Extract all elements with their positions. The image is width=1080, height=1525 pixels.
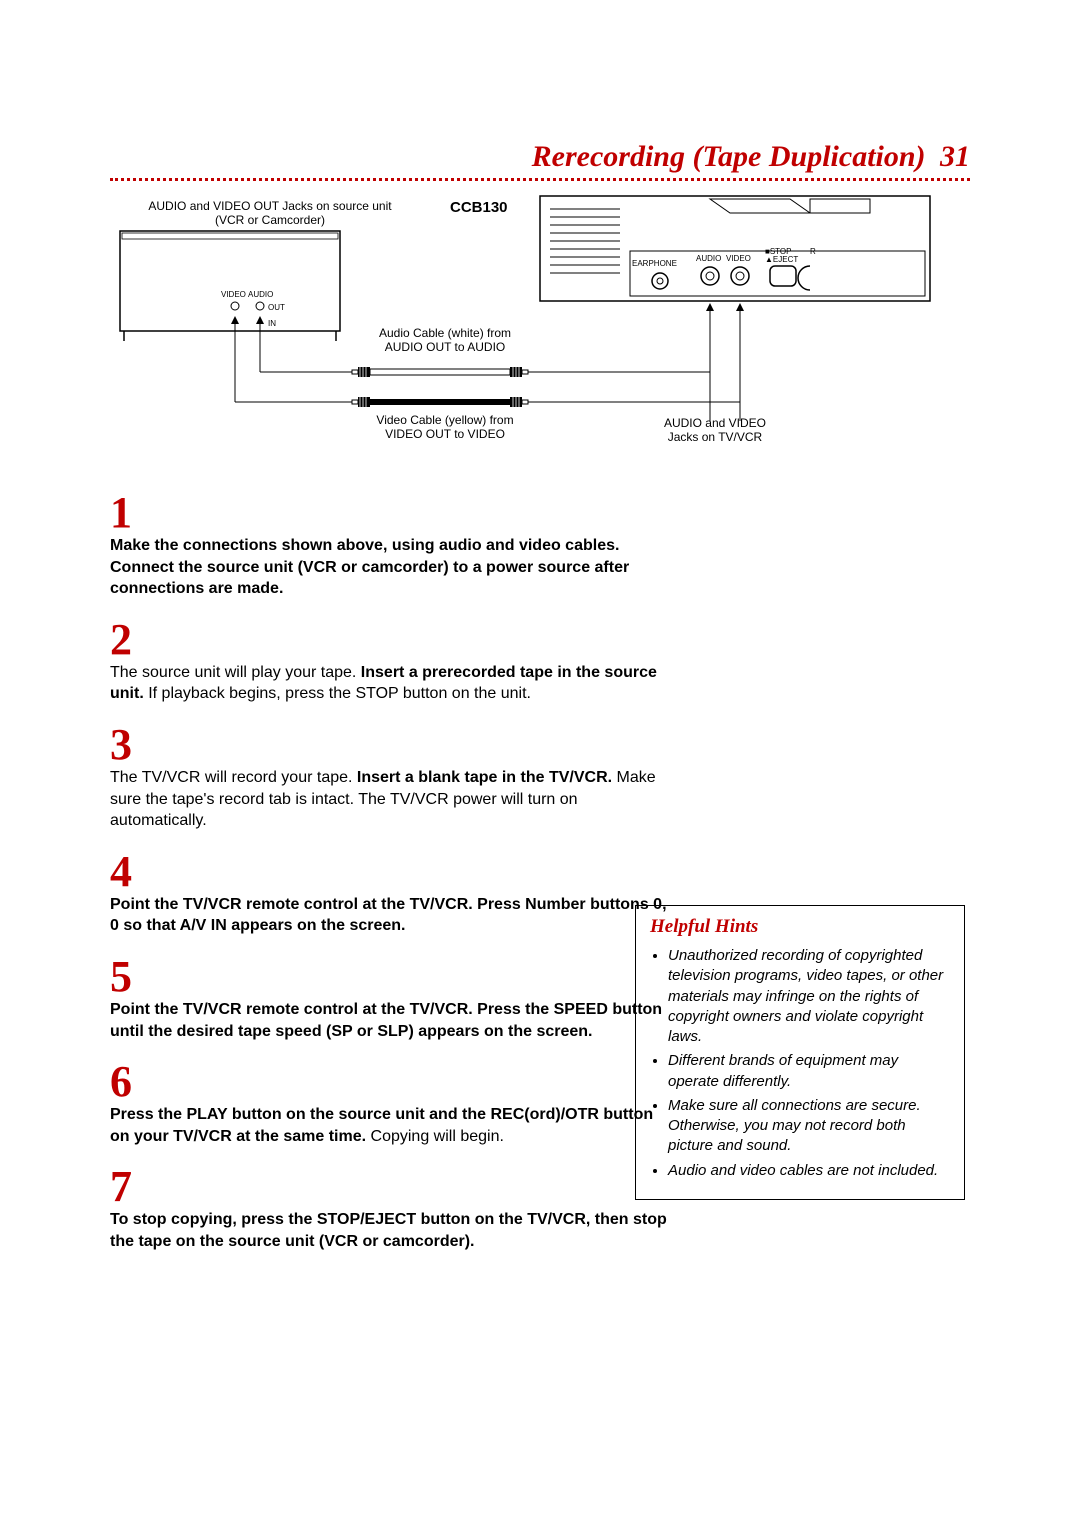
steps-column: 1Make the connections shown above, using… — [110, 491, 670, 1253]
step: 5Point the TV/VCR remote control at the … — [110, 955, 670, 1042]
step-number: 7 — [110, 1165, 670, 1209]
connection-diagram: AUDIO and VIDEO OUT Jacks on source unit… — [110, 191, 970, 471]
eject-label: ▲EJECT — [765, 255, 798, 265]
hint-item: Make sure all connections are secure. Ot… — [668, 1096, 950, 1157]
earphone-label: EARPHONE — [632, 259, 677, 269]
step: 4Point the TV/VCR remote control at the … — [110, 850, 670, 937]
step: 3The TV/VCR will record your tape. Inser… — [110, 723, 670, 832]
step-number: 1 — [110, 491, 670, 535]
hints-title: Helpful Hints — [650, 916, 950, 938]
hint-item: Different brands of equipment may operat… — [668, 1051, 950, 1092]
step-text: Press the PLAY button on the source unit… — [110, 1104, 670, 1147]
step-number: 3 — [110, 723, 670, 767]
page-header: Rerecording (Tape Duplication) 31 — [110, 140, 970, 174]
diagram-svg — [110, 191, 970, 471]
tv-jacks-label: AUDIO and VIDEO Jacks on TV/VCR — [640, 416, 790, 445]
in-port-label: IN — [268, 319, 276, 329]
step-number: 5 — [110, 955, 670, 999]
page-title: Rerecording (Tape Duplication) — [532, 140, 926, 173]
step-text: Point the TV/VCR remote control at the T… — [110, 999, 670, 1042]
video-cable-label: Video Cable (yellow) from VIDEO OUT to V… — [355, 413, 535, 442]
out-port-label: OUT — [268, 303, 285, 313]
step: 2The source unit will play your tape. In… — [110, 618, 670, 705]
step-number: 4 — [110, 850, 670, 894]
step-text: The TV/VCR will record your tape. Insert… — [110, 767, 670, 832]
video-jack-label: VIDEO — [726, 254, 751, 264]
hint-item: Unauthorized recording of copyrighted te… — [668, 946, 950, 1047]
page-number: 31 — [940, 140, 970, 173]
step: 6Press the PLAY button on the source uni… — [110, 1060, 670, 1147]
video-port-label: VIDEO — [221, 290, 246, 300]
audio-port-label: AUDIO — [248, 290, 273, 300]
audio-cable-label: Audio Cable (white) from AUDIO OUT to AU… — [355, 326, 535, 355]
step-text: Make the connections shown above, using … — [110, 535, 670, 600]
step-text: Point the TV/VCR remote control at the T… — [110, 894, 670, 937]
hint-item: Audio and video cables are not included. — [668, 1161, 950, 1181]
step: 1Make the connections shown above, using… — [110, 491, 670, 600]
source-jacks-label: AUDIO and VIDEO OUT Jacks on source unit… — [120, 199, 420, 228]
step-number: 2 — [110, 618, 670, 662]
audio-jack-label: AUDIO — [696, 254, 721, 264]
step: 7To stop copying, press the STOP/EJECT b… — [110, 1165, 670, 1252]
hints-list: Unauthorized recording of copyrighted te… — [650, 946, 950, 1181]
r-label: R — [810, 247, 816, 257]
step-number: 6 — [110, 1060, 670, 1104]
step-text: To stop copying, press the STOP/EJECT bu… — [110, 1209, 670, 1252]
helpful-hints-box: Helpful Hints Unauthorized recording of … — [635, 905, 965, 1200]
step-text: The source unit will play your tape. Ins… — [110, 662, 670, 705]
model-label: CCB130 — [450, 199, 508, 217]
header-divider — [110, 178, 970, 181]
